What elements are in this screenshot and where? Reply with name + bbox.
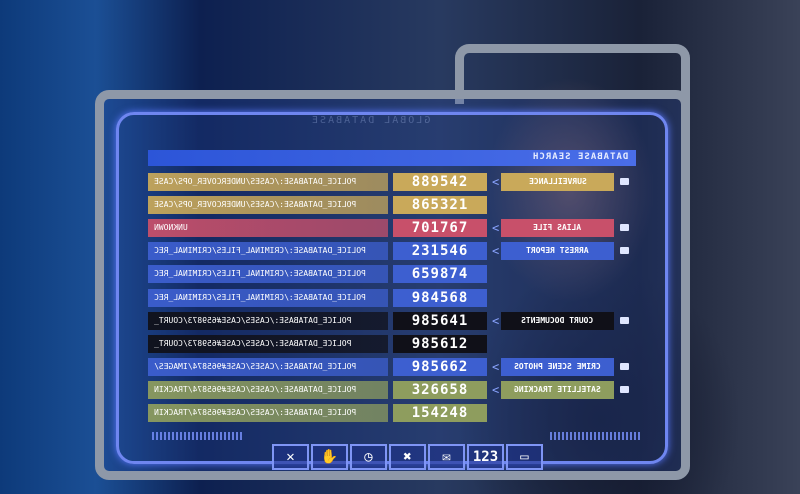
row-id: 984568 (393, 289, 487, 307)
chevron-icon: < (492, 244, 500, 258)
category-button[interactable]: SATELLITE TRACKING (501, 381, 614, 399)
row-id: 865321 (393, 196, 487, 214)
row-id: 985662 (393, 358, 487, 376)
folder-button[interactable]: ▭ (506, 444, 543, 470)
row-path: UNKNOWN (148, 219, 388, 237)
category-button[interactable]: CRIME SCENE PHOTOS (501, 358, 614, 376)
row-id: 231546 (393, 242, 487, 260)
close-icon: ✕ (286, 449, 295, 465)
chevron-icon: < (492, 175, 500, 189)
clock-icon: ◷ (364, 449, 373, 465)
row-path: POLICE_DATABASE:/CASES/CASE#659873/COURT… (148, 335, 388, 353)
level-meter-left (152, 432, 242, 440)
window-tab (455, 44, 690, 104)
document-icon (620, 363, 629, 370)
row-path: POLICE_DATABASE:/CASES/CASE#965874/TRACK… (148, 404, 388, 422)
tools-button[interactable]: ✖ (389, 444, 426, 470)
category-button[interactable]: ALIAS FILE (501, 219, 614, 237)
folder-icon (620, 317, 629, 324)
row-id: 326658 (393, 381, 487, 399)
toolbar: ✕ ✋ ◷ ✖ ✉ 123 ▭ (272, 444, 543, 470)
keypad-icon: 123 (472, 449, 499, 465)
folder-icon (620, 178, 629, 185)
keypad-button[interactable]: 123 (467, 444, 504, 470)
row-id: 985641 (393, 312, 487, 330)
row-path: POLICE_DATABASE:/CASES/UNDERCOVER_OPS/CA… (148, 173, 388, 191)
row-path: POLICE_DATABASE:/CASES/CASE#659873/COURT… (148, 312, 388, 330)
clock-button[interactable]: ◷ (350, 444, 387, 470)
header-title: DATABASE SEARCH (531, 152, 628, 162)
mail-icon: ✉ (442, 449, 451, 465)
tools-icon: ✖ (403, 449, 412, 465)
chevron-icon: < (492, 383, 500, 397)
row-path: POLICE_DATABASE:/CASES/CASE#965874/IMAGE… (148, 358, 388, 376)
row-path: POLICE_DATABASE:/CASES/CASE#965874/TRACK… (148, 381, 388, 399)
category-button[interactable]: COURT DOCUMENTS (501, 312, 614, 330)
folder-icon (620, 386, 629, 393)
row-path: POLICE_DATABASE:/CRIMINAL_FILES/CRIMINAL… (148, 265, 388, 283)
row-id: 701767 (393, 219, 487, 237)
folder-icon (620, 247, 629, 254)
category-button[interactable]: SURVEILLANCE (501, 173, 614, 191)
row-id: 985612 (393, 335, 487, 353)
chevron-icon: < (492, 314, 500, 328)
chevron-icon: < (492, 360, 500, 374)
close-button[interactable]: ✕ (272, 444, 309, 470)
level-meter-right (550, 432, 640, 440)
hand-button[interactable]: ✋ (311, 444, 348, 470)
mail-button[interactable]: ✉ (428, 444, 465, 470)
folder-icon: ▭ (520, 449, 529, 465)
window-title: GLOBAL DATABASE (310, 115, 431, 126)
category-button[interactable]: ARREST REPORT (501, 242, 614, 260)
database-search-header: DATABASE SEARCH (148, 150, 636, 166)
row-path: POLICE_DATABASE:/CRIMINAL_FILES/CRIMINAL… (148, 242, 388, 260)
row-path: POLICE_DATABASE:/CASES/UNDERCOVER_OPS/CA… (148, 196, 388, 214)
document-icon (620, 224, 629, 231)
row-path: POLICE_DATABASE:/CRIMINAL_FILES/CRIMINAL… (148, 289, 388, 307)
row-id: 659874 (393, 265, 487, 283)
row-id: 154248 (393, 404, 487, 422)
row-id: 889542 (393, 173, 487, 191)
hand-icon: ✋ (320, 449, 339, 465)
chevron-icon: < (492, 221, 500, 235)
